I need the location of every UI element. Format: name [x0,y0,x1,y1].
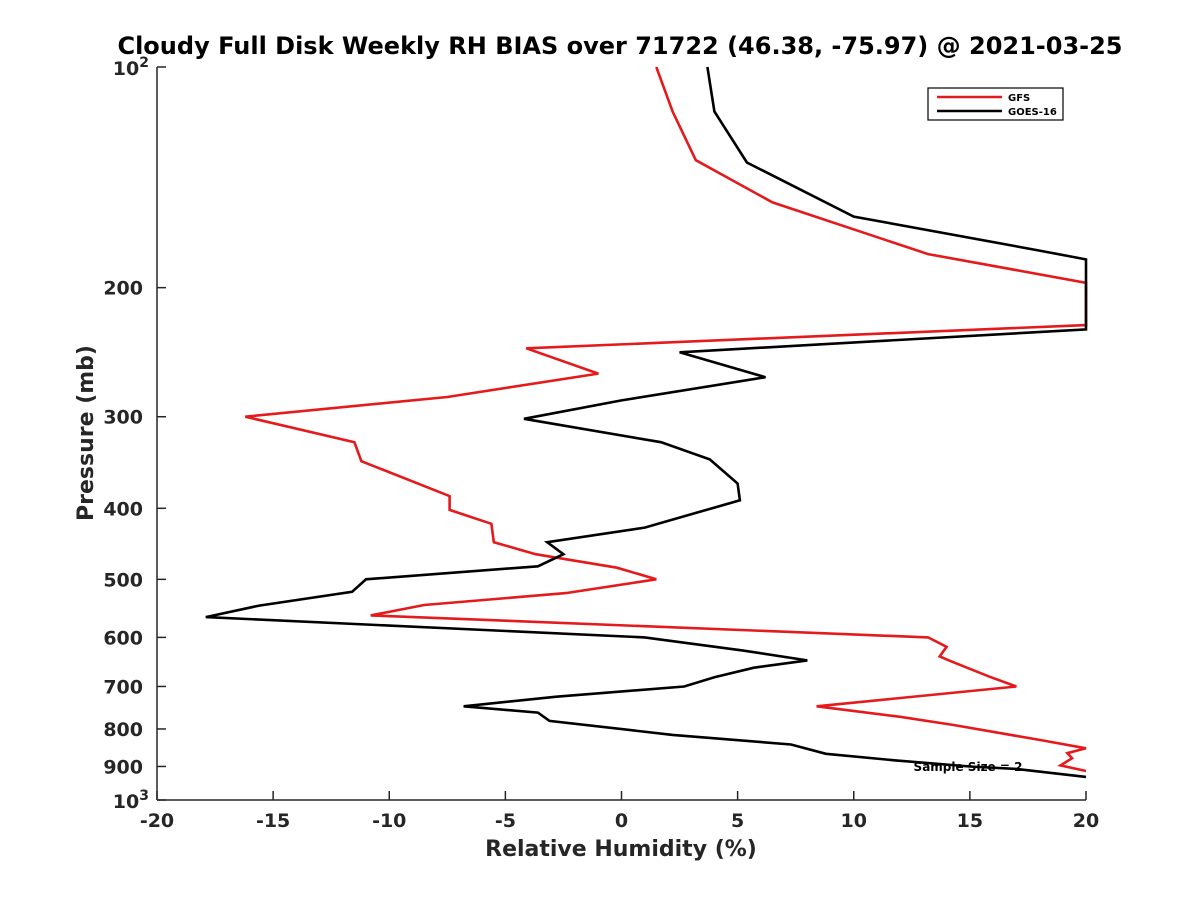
x-tick-label: 0 [615,810,628,832]
x-tick-label: -15 [256,810,290,832]
y-ticks: 102 200 300 400 500 600 700 800 900 103 [103,55,166,813]
x-tick-label: 10 [841,810,867,832]
legend-label-goes-16: GOES-16 [1008,107,1057,118]
legend-label-gfs: GFS [1008,93,1030,104]
y-tick-label: 400 [103,498,143,520]
legend-box [927,87,1064,121]
y-tick-label: 300 [103,407,143,429]
x-tick-label: -10 [372,810,406,832]
series-layer [205,66,1088,779]
y-tick-label: 103 [113,788,149,813]
chart-title: Cloudy Full Disk Weekly RH BIAS over 717… [117,32,1122,60]
x-ticks: -20 -15 -10 -5 0 5 10 15 20 [140,791,1099,832]
y-tick-label: 102 [113,55,149,80]
y-tick-label: 500 [103,569,143,591]
x-tick-label: -5 [495,810,516,832]
y-tick-label: 800 [103,719,143,741]
x-tick-label: 15 [957,810,983,832]
y-tick-label: 700 [103,676,143,698]
series-line-gfs [245,66,1088,773]
y-tick-label: 600 [103,627,143,649]
x-axis-label: Relative Humidity (%) [485,837,757,862]
x-tick-label: 5 [731,810,744,832]
x-tick-label: 20 [1073,810,1099,832]
legend: GFS GOES-16 [927,87,1064,121]
y-tick-label: 900 [103,756,143,778]
plot-area [157,67,1086,800]
y-tick-label: 200 [103,278,143,300]
series-line-goes-16 [205,66,1088,779]
x-tick-label: -20 [140,810,174,832]
y-axis-label: Pressure (mb) [74,345,99,521]
sample-size-annotation: Sample Size = 2 [914,760,1023,774]
